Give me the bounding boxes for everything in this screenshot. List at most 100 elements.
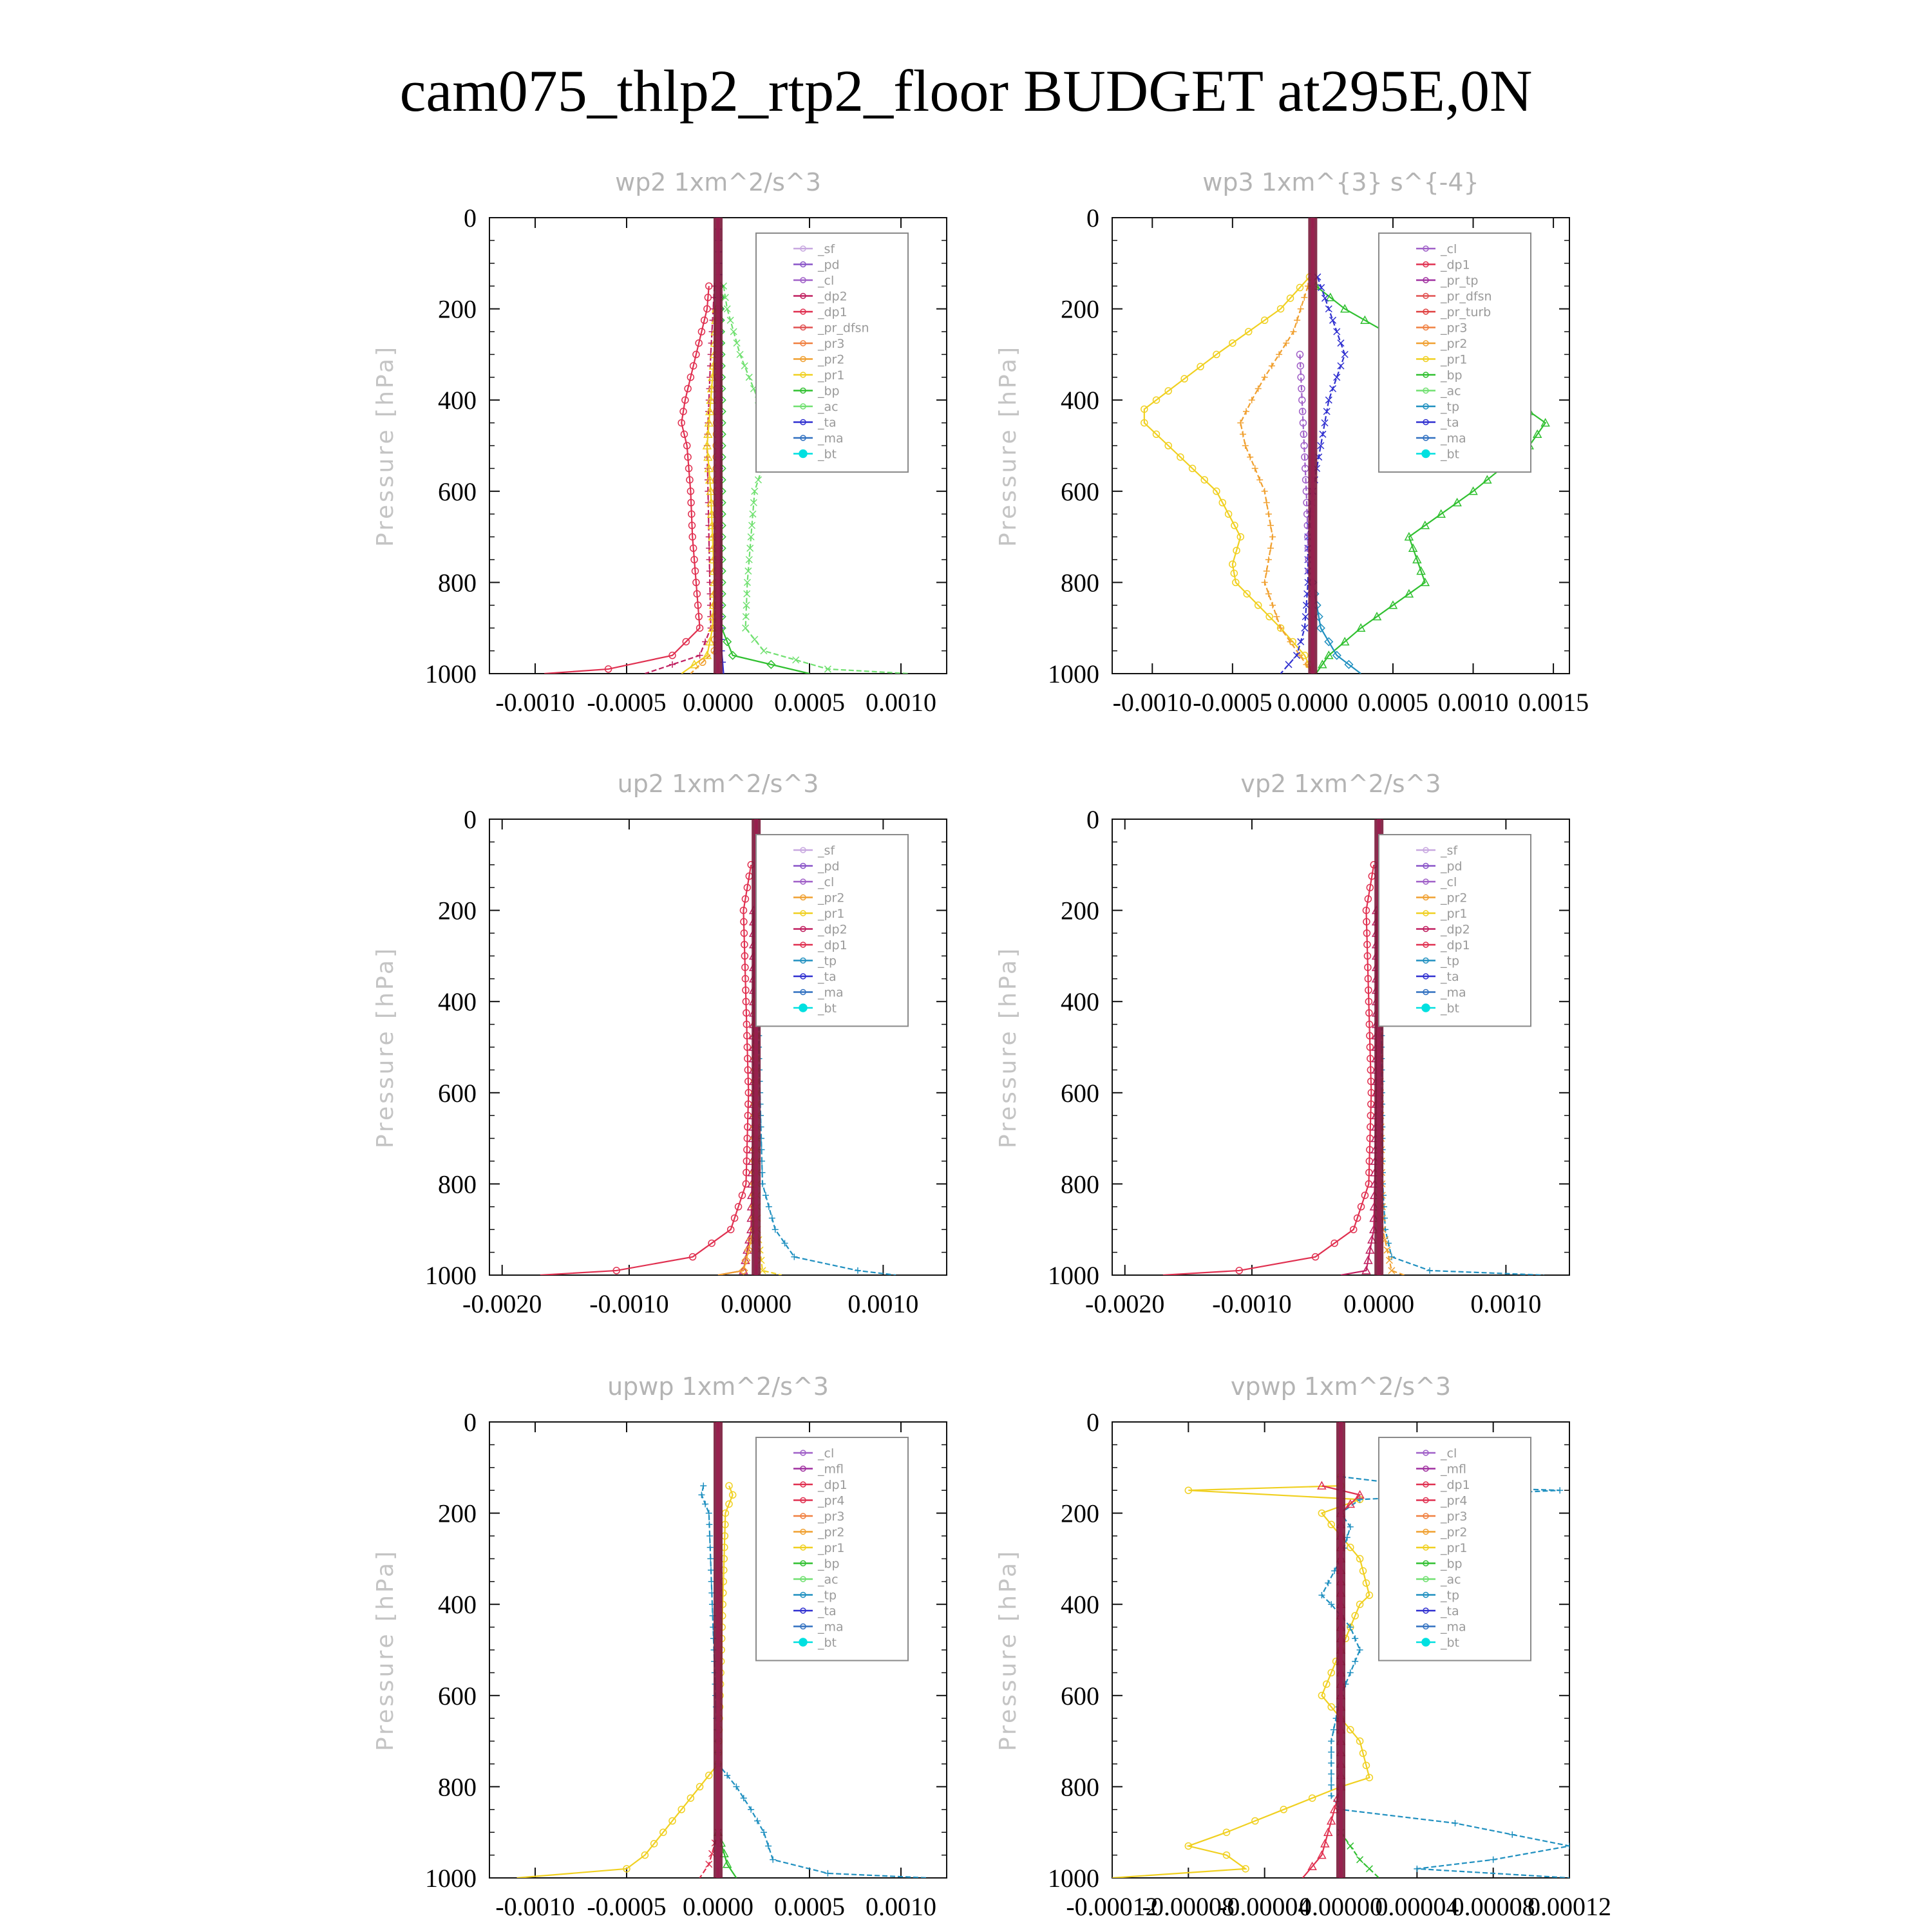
data-point xyxy=(1308,1794,1316,1802)
x-tick-label: 0.0010 xyxy=(1438,688,1509,717)
legend-label: _pr2 xyxy=(1440,1526,1467,1540)
legend-marker xyxy=(1423,403,1429,410)
data-point xyxy=(734,1203,743,1211)
data-point xyxy=(730,1214,739,1222)
y-tick-label: 400 xyxy=(1061,1590,1099,1619)
legend-marker xyxy=(800,1513,806,1519)
y-tick-label: 200 xyxy=(1061,896,1099,925)
x-tick-label: -0.0005 xyxy=(587,688,666,717)
data-point xyxy=(1367,1235,1377,1244)
data-point xyxy=(684,384,692,393)
data-point xyxy=(708,1239,715,1247)
panel-title: wp3 1xm^{3} s^{-4} xyxy=(1202,168,1479,196)
x-tick-label: 0.0010 xyxy=(866,688,936,717)
data-point xyxy=(744,1245,753,1255)
data-point xyxy=(743,1020,751,1028)
data-point xyxy=(1152,396,1160,404)
data-point xyxy=(1273,613,1280,620)
legend-box xyxy=(755,232,909,473)
data-point xyxy=(1247,453,1254,460)
data-point xyxy=(700,316,708,325)
y-tick-label: 1000 xyxy=(1048,659,1099,688)
data-point xyxy=(702,440,712,450)
series-group xyxy=(1141,218,1550,674)
y-tick-label: 400 xyxy=(438,987,477,1016)
legend-label: _bp xyxy=(817,1557,840,1571)
data-point xyxy=(1318,284,1325,292)
data-point xyxy=(1452,497,1462,507)
legend-marker xyxy=(1423,1450,1429,1456)
data-point xyxy=(1436,509,1446,518)
legend-marker xyxy=(800,862,806,869)
data-point xyxy=(1318,1592,1325,1599)
panel-4: vp2 1xm^2/s^3 Pressure [hPa] 0 200 400 600 800… xyxy=(995,770,1570,1318)
data-point xyxy=(754,476,762,484)
figure-title: cam075_thlp2_rtp2_floor BUDGET at295E,0N xyxy=(399,58,1533,124)
x-tick-label: 0.0005 xyxy=(1358,688,1428,717)
data-point xyxy=(691,567,699,575)
data-point xyxy=(612,1267,620,1274)
data-point xyxy=(1296,362,1305,370)
data-point xyxy=(1328,1748,1335,1756)
data-point xyxy=(1367,1054,1374,1063)
data-point xyxy=(1361,1191,1369,1199)
data-point xyxy=(694,601,702,609)
data-point xyxy=(1265,591,1272,598)
legend-marker xyxy=(800,847,806,853)
legend-label: _cl xyxy=(1440,1446,1457,1461)
data-point xyxy=(1356,1600,1364,1608)
data-point xyxy=(1251,465,1258,472)
legend-label: _pr2 xyxy=(1440,891,1467,905)
data-point xyxy=(854,1267,861,1274)
data-point xyxy=(751,488,759,495)
data-point xyxy=(695,339,703,347)
data-point xyxy=(1356,1647,1363,1653)
data-point xyxy=(1230,569,1238,577)
data-point xyxy=(751,636,759,643)
legend-marker xyxy=(1423,925,1429,933)
legend-marker xyxy=(800,340,806,346)
y-tick-label: 600 xyxy=(438,1079,477,1108)
x-tick-label: 0.00000 xyxy=(1299,1892,1383,1921)
data-point xyxy=(723,637,732,647)
data-point xyxy=(1300,442,1308,450)
legend-marker xyxy=(800,261,806,268)
x-tick-label: 0.0000 xyxy=(683,1892,753,1921)
data-point xyxy=(1366,884,1374,891)
data-point xyxy=(706,1533,714,1539)
data-point xyxy=(770,1856,777,1863)
legend-marker xyxy=(1421,1003,1430,1012)
data-point xyxy=(1351,1612,1359,1620)
data-point xyxy=(1363,940,1371,949)
x-tick-label: 0.0010 xyxy=(866,1892,936,1921)
data-point xyxy=(1337,339,1345,347)
data-point xyxy=(742,986,750,994)
data-point xyxy=(1298,408,1307,415)
data-point xyxy=(1364,975,1372,983)
data-point xyxy=(1164,387,1172,395)
legend-label: _mfl xyxy=(817,1463,844,1477)
data-point xyxy=(1302,612,1309,621)
x-tick-label: -0.0010 xyxy=(589,1289,668,1318)
legend-marker xyxy=(800,1623,806,1630)
x-tick-label: 0.0000 xyxy=(1343,1289,1414,1318)
y-axis-label: Pressure [hPa] xyxy=(372,345,399,547)
x-tick-label: -0.0010 xyxy=(1212,1289,1291,1318)
data-point xyxy=(1285,661,1293,668)
data-point xyxy=(604,665,612,673)
data-point xyxy=(1355,1490,1365,1499)
panel-5: upwp 1xm^2/s^3 Pressure [hPa] 0 200 400 600 80… xyxy=(372,1372,947,1921)
data-point xyxy=(688,1253,697,1261)
data-point xyxy=(703,429,713,439)
legend: _cl _dp1 _pr_tp _pr_dfsn_pr_turb _pr3_pr2 _pr… xyxy=(1378,232,1531,473)
data-point xyxy=(725,1482,733,1490)
data-point xyxy=(1352,1635,1359,1642)
data-point xyxy=(687,374,695,381)
data-point xyxy=(705,406,715,415)
data-point xyxy=(1540,418,1550,427)
data-point xyxy=(1242,1865,1249,1873)
y-tick-label: 0 xyxy=(464,1408,477,1437)
data-point xyxy=(1229,560,1236,568)
series-pr1 xyxy=(1143,276,1314,674)
y-tick-label: 200 xyxy=(438,1499,477,1528)
